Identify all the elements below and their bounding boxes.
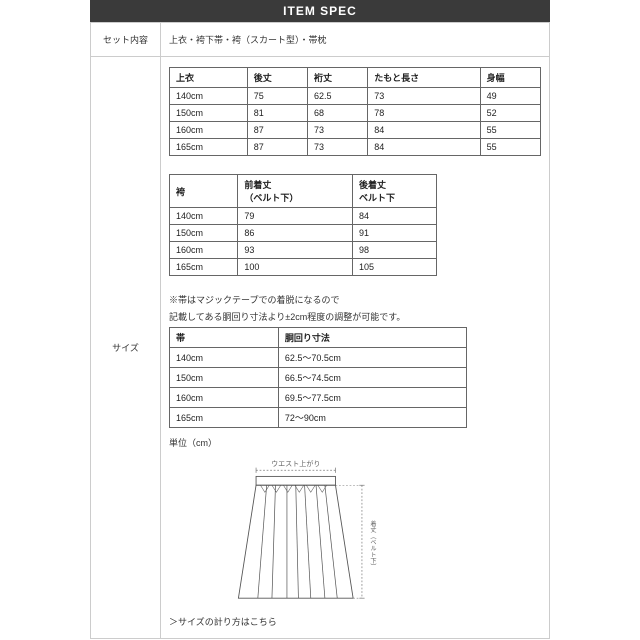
table-header: 胴回り寸法 — [278, 328, 466, 348]
unit-label: 単位（cm） — [169, 436, 541, 449]
table-header: 裄丈 — [308, 68, 368, 88]
table-cell: 140cm — [170, 208, 238, 225]
table-cell: 93 — [238, 242, 353, 259]
table-header: 後丈 — [247, 68, 307, 88]
table-row: 160cm9398 — [170, 242, 437, 259]
table-cell: 160cm — [170, 242, 238, 259]
table-cell: 150cm — [170, 225, 238, 242]
hakama-diagram: ウエスト上がり — [219, 457, 399, 609]
note-line2: 記載してある胴回り寸法より±2cm程度の調整が可能です。 — [169, 311, 541, 324]
table-header: 後着丈 ベルト下 — [353, 175, 437, 208]
table-header: 袴 — [170, 175, 238, 208]
table-cell: 150cm — [170, 105, 248, 122]
table-cell: 73 — [368, 88, 480, 105]
table-row: 140cm7562.57349 — [170, 88, 541, 105]
table-cell: 73 — [308, 122, 368, 139]
set-value: 上衣・袴下帯・袴（スカート型）・帯枕 — [161, 23, 550, 57]
table-cell: 75 — [247, 88, 307, 105]
table-row: 150cm81687852 — [170, 105, 541, 122]
table-cell: 68 — [308, 105, 368, 122]
table-cell: 72〜90cm — [278, 408, 466, 428]
table-cell: 69.5〜77.5cm — [278, 388, 466, 408]
table-hakama: 袴前着丈 （ベルト下）後着丈 ベルト下 140cm7984150cm869116… — [169, 174, 437, 276]
table-header: 前着丈 （ベルト下） — [238, 175, 353, 208]
note-line1: ※帯はマジックテープでの着脱になるので — [169, 294, 541, 307]
table-header: たもと長さ — [368, 68, 480, 88]
set-label: セット内容 — [91, 23, 161, 57]
table-cell: 73 — [308, 139, 368, 156]
diagram-waist-label: ウエスト上がり — [271, 459, 320, 468]
table-cell: 66.5〜74.5cm — [278, 368, 466, 388]
table-cell: 55 — [480, 139, 540, 156]
table-cell: 52 — [480, 105, 540, 122]
table-cell: 98 — [353, 242, 437, 259]
table-cell: 87 — [247, 122, 307, 139]
table-header: 上衣 — [170, 68, 248, 88]
table-cell: 91 — [353, 225, 437, 242]
table-cell: 165cm — [170, 408, 279, 428]
table-row: 165cm87738455 — [170, 139, 541, 156]
diagram-length-label: 着丈（ベルト下） — [369, 520, 376, 570]
table-header: 身幅 — [480, 68, 540, 88]
table-cell: 62.5 — [308, 88, 368, 105]
size-content: 上衣後丈裄丈たもと長さ身幅 140cm7562.57349150cm816878… — [161, 57, 550, 639]
table-uwagi: 上衣後丈裄丈たもと長さ身幅 140cm7562.57349150cm816878… — [169, 67, 541, 156]
table-cell: 84 — [368, 139, 480, 156]
table-row: 165cm100105 — [170, 259, 437, 276]
table-cell: 140cm — [170, 88, 248, 105]
table-cell: 105 — [353, 259, 437, 276]
table-cell: 86 — [238, 225, 353, 242]
table-cell: 165cm — [170, 259, 238, 276]
table-cell: 140cm — [170, 348, 279, 368]
table-row: 150cm8691 — [170, 225, 437, 242]
table-row: 165cm72〜90cm — [170, 408, 467, 428]
spec-header: ITEM SPEC — [90, 0, 550, 22]
table-cell: 150cm — [170, 368, 279, 388]
table-row: 160cm69.5〜77.5cm — [170, 388, 467, 408]
table-cell: 100 — [238, 259, 353, 276]
table-cell: 160cm — [170, 122, 248, 139]
table-row: 150cm66.5〜74.5cm — [170, 368, 467, 388]
table-cell: 78 — [368, 105, 480, 122]
table-cell: 165cm — [170, 139, 248, 156]
table-row: 140cm7984 — [170, 208, 437, 225]
table-obi: 帯胴回り寸法 140cm62.5〜70.5cm150cm66.5〜74.5cm1… — [169, 327, 467, 428]
table-row: 160cm87738455 — [170, 122, 541, 139]
table-cell: 62.5〜70.5cm — [278, 348, 466, 368]
table-cell: 81 — [247, 105, 307, 122]
table-row: 140cm62.5〜70.5cm — [170, 348, 467, 368]
table-cell: 79 — [238, 208, 353, 225]
table-cell: 55 — [480, 122, 540, 139]
table-cell: 84 — [368, 122, 480, 139]
table-cell: 160cm — [170, 388, 279, 408]
size-guide-link[interactable]: ＞サイズの計り方はこちら — [169, 615, 541, 628]
spec-outer-table: セット内容 上衣・袴下帯・袴（スカート型）・帯枕 サイズ 上衣後丈裄丈たもと長さ… — [90, 22, 550, 639]
table-cell: 49 — [480, 88, 540, 105]
table-cell: 87 — [247, 139, 307, 156]
size-label: サイズ — [91, 57, 161, 639]
table-header: 帯 — [170, 328, 279, 348]
table-cell: 84 — [353, 208, 437, 225]
